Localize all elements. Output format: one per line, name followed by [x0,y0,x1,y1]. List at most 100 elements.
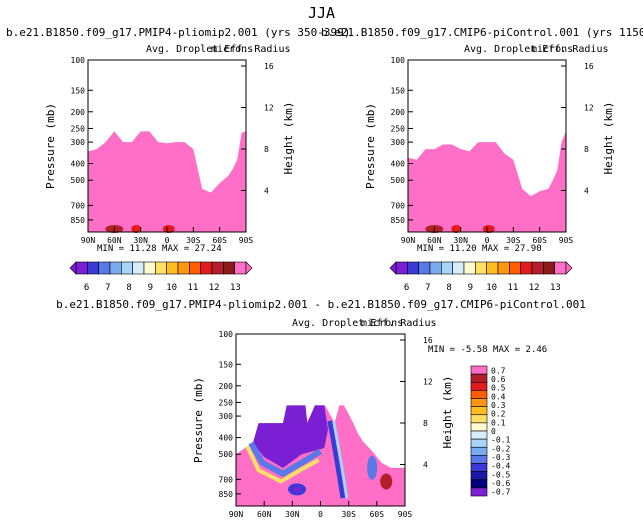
top-left-y-tick-label: 700 [71,201,86,210]
bottom-diff-colorbar-label: 0.5 [491,384,506,393]
top-left-surface-patch [131,225,142,233]
bottom-diff-y-tick-label: 200 [219,382,234,391]
bottom-diff-negative-region [252,405,329,468]
top-left-colorbar-box [177,261,190,275]
top-right-cloud-region [408,131,566,232]
top-right-colorbar-box [531,261,544,275]
bottom-diff-colorbar-box [470,373,488,383]
top-right-colorbar-box [429,261,442,275]
bottom-diff-colorbar-box [470,381,488,391]
top-left-height-tick-label: 12 [264,104,274,113]
top-right-colorbar-box [407,261,419,275]
bottom-diff-colorbar-label: 0.6 [491,375,506,384]
bottom-diff-low-feature [380,473,393,490]
top-left-y-tick-label: 300 [71,138,86,147]
top-right-surface-patch [482,225,495,233]
top-right-colorbar-label: 10 [486,283,497,293]
top-right-y-tick-label: 400 [391,160,406,169]
bottom-diff-colorbar-box [470,455,488,464]
top-left-colorbar-cap [245,261,253,275]
top-left-y-tick-label: 250 [71,124,86,133]
bottom-diff-x-tick-label: 90S [398,510,413,519]
bottom-diff-y-tick-label: 100 [219,330,234,339]
top-right-height-tick-label: 8 [584,145,589,154]
top-right-title: b.e21.B1850.f09_g17.CMIP6-piControl.001 … [321,26,643,39]
top-left-x-tick-label: 30S [186,236,201,245]
top-right-subtitle: Avg. Droplet Eff. Radius [464,44,609,55]
top-right-colorbar-box [441,261,453,275]
top-left-x-tick-label: 90N [81,236,96,245]
top-left-colorbar-label: 11 [187,283,198,293]
top-left-colorbar-box [132,261,145,275]
bottom-diff-x-tick-label: 60S [370,510,385,519]
top-right-colorbar-box [452,261,465,275]
top-right-height-tick-label: 4 [584,187,589,196]
bottom-diff-height-tick-label: 8 [423,419,428,428]
top-right-colorbar-box [486,261,499,275]
top-right-colorbar-label: 13 [550,283,561,293]
top-left-colorbar-label: 10 [166,283,177,293]
bottom-diff-x-tick-label: 30S [341,510,356,519]
top-left-colorbar-box [234,261,247,275]
top-right-colorbar-label: 8 [446,283,451,293]
bottom-diff-colorbar-box [470,406,488,416]
top-right-colorbar-box [395,261,408,275]
top-left-x-tick-label: 30N [133,236,148,245]
page-title: JJA [307,4,336,22]
top-left-x-tick-label: 60S [212,236,227,245]
bottom-diff-colorbar-label: 0.7 [491,366,506,375]
bottom-diff-colorbar-label: -0.3 [491,453,510,462]
bottom-diff-colorbar-label: 0.2 [491,410,506,419]
bottom-diff-y-tick-label: 700 [219,475,234,484]
bottom-diff-x-tick-label: 30N [285,510,300,519]
bottom-diff-colorbar-box [470,365,488,375]
bottom-diff-x-tick-label: 60N [257,510,272,519]
bottom-diff-colorbar-box [470,487,488,497]
top-right-x-tick-label: 90N [401,236,416,245]
top-left-cloud-region [88,131,246,232]
bottom-diff-height-tick-label: 16 [423,336,433,345]
top-left-min-max: MIN = 11.28 MAX = 27.24 [97,244,222,254]
top-left-colorbar-label: 9 [148,283,153,293]
bottom-diff-colorbar-box [470,438,488,448]
bottom-diff-low-feature [293,486,302,493]
bottom-diff-height-axis-title: Height (km) [441,376,454,449]
top-right-surface-patch [451,225,462,233]
top-left-colorbar-box [200,261,213,275]
top-right-x-tick-label: 60S [532,236,547,245]
bottom-diff-gradient-band [248,441,323,478]
top-left-colorbar-box [211,261,224,275]
top-left-subtitle: Avg. Droplet Eff. Radius [146,44,291,55]
top-left-y-tick-label: 400 [71,160,86,169]
bottom-diff-colorbar-label: 0.3 [491,401,506,410]
bottom-diff-height-tick-label: 12 [423,378,433,387]
top-left-y-tick-label: 150 [71,86,86,95]
bottom-diff-title: b.e21.B1850.f09_g17.PMIP4-pliomip2.001 -… [56,298,586,311]
top-right-height-tick-label: 12 [584,104,594,113]
top-left-field [88,131,246,233]
top-left-x-tick-label: 90S [239,236,254,245]
bottom-diff-colorbar-box [470,390,488,399]
top-left-units: microns [211,44,253,55]
top-left-colorbar-box [121,261,133,275]
top-right-y-tick-label: 200 [391,108,406,117]
top-left-colorbar-box [189,261,201,275]
top-left-colorbar-label: 6 [84,283,89,293]
bottom-diff-y-tick-label: 500 [219,450,234,459]
bottom-diff-colorbar-box [470,471,488,481]
top-left-y-tick-label: 200 [71,108,86,117]
bottom-diff-colorbar-box [470,463,488,472]
bottom-diff-colorbar-box [470,430,488,440]
bottom-diff-min-max: MIN = -5.58 MAX = 2.46 [428,345,547,355]
bottom-diff-low-feature [367,455,378,480]
bottom-diff-colorbar-box [470,479,488,489]
bottom-diff-x-tick-label: 0 [318,510,323,519]
top-left-height-axis-title: Height (km) [282,102,295,175]
bottom-diff-height-tick-label: 4 [423,461,428,470]
top-left-colorbar-box [87,261,99,275]
top-left-colorbar-cap [69,261,77,275]
top-right-x-tick-label: 0 [485,236,490,245]
top-right-colorbar-box [509,261,521,275]
bottom-diff-colorbar-label: 0.4 [491,392,506,401]
bottom-diff-y-tick-label: 300 [219,412,234,421]
